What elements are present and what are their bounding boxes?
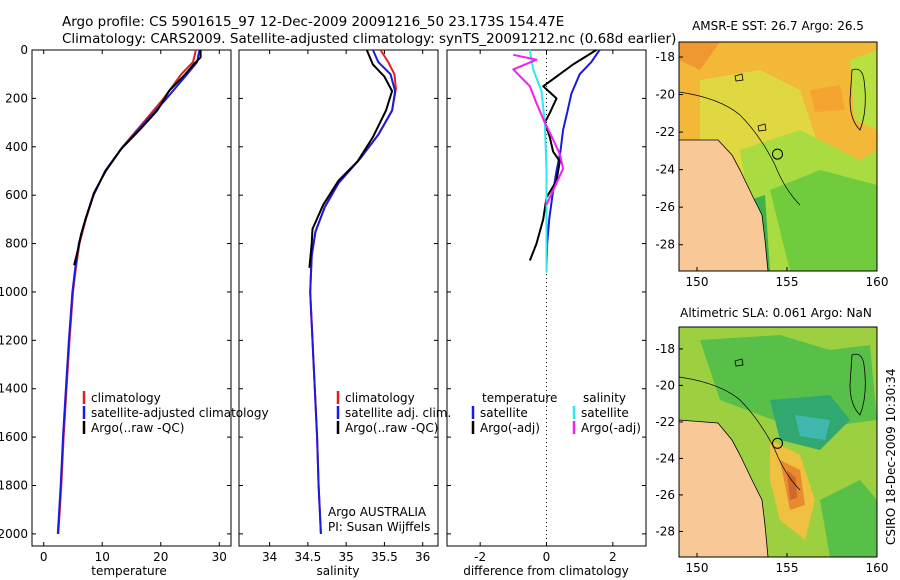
legend-label-satellite: satellite-adjusted climatology (91, 406, 269, 420)
ytick-label-1600: 1600 (0, 430, 28, 444)
series-temperature-argo-raw-qc- (73, 50, 202, 266)
legend-label-climatology: climatology (91, 391, 161, 405)
map-xtick-label-sst_map-150: 150 (686, 275, 709, 289)
difference-xlabel: difference from climatology (463, 564, 629, 578)
sla-map-ticks: 150 155 160 -18 -20 -22 -24 -26 -28 (655, 342, 888, 575)
salinity-legend: climatology satellite adj. clim. Argo(..… (328, 391, 451, 534)
xtick-label-salinity-34: 34 (262, 550, 277, 564)
figure-title-line1: Argo profile: CS 5901615_97 12-Dec-2009 … (62, 14, 564, 30)
salinity-panel-frame (238, 49, 439, 547)
side-timestamp: CSIRO 18-Dec-2009 10:30:34 (884, 368, 898, 545)
map-xtick-label-sst_map-155: 155 (776, 275, 799, 289)
map-xtick-label-sla_map-155: 155 (776, 561, 799, 575)
series-difference-salinity-argo-adj- (512, 53, 565, 206)
map-ytick-label-sst_map--26: -26 (655, 200, 675, 214)
salinity-xlabel: salinity (316, 564, 359, 578)
legend-heading-temperature: temperature (482, 391, 557, 405)
legend-label-sal-argo: Argo(-adj) (581, 421, 641, 435)
map-ytick-label-sst_map--22: -22 (655, 125, 675, 139)
ytick-label-1200: 1200 (0, 333, 28, 347)
map-ytick-label-sst_map--24: -24 (655, 163, 675, 177)
temperature-panel-frame (31, 49, 232, 547)
map-xtick-label-sst_map-160: 160 (866, 275, 889, 289)
xtick-label-temperature-20: 20 (153, 550, 168, 564)
sst-map-image (679, 42, 877, 271)
series-salinity-satellite-adj-clim- (309, 49, 397, 534)
difference-legend: temperature satellite Argo(-adj) salinit… (471, 391, 641, 435)
legend-label-argo: Argo(..raw -QC) (345, 421, 438, 435)
sst-map-ticks: 150 155 160 -18 -20 -22 -24 -26 -28 (655, 50, 888, 289)
xtick-label-salinity-34.5: 34.5 (295, 550, 322, 564)
sla-map-image (679, 327, 877, 557)
sla-argo-position-marker (772, 437, 783, 449)
xtick-label-salinity-35.5: 35.5 (371, 550, 398, 564)
argo-float-owner: Argo AUSTRALIA (328, 505, 427, 519)
map-ytick-label-sla_map--20: -20 (655, 378, 675, 392)
xtick-label-temperature-0: 0 (40, 550, 48, 564)
sst-map-title: AMSR-E SST: 26.7 Argo: 26.5 (692, 19, 864, 33)
series-difference-temperature-satellite (545, 49, 601, 268)
ytick-label-2000: 2000 (0, 527, 28, 541)
ytick-label-1800: 1800 (0, 479, 28, 493)
ytick-label-1000: 1000 (0, 285, 28, 299)
legend-label-temp-satellite: satellite (480, 406, 528, 420)
sla-map-frame (678, 326, 878, 558)
series-salinity-argo-raw-qc- (308, 49, 394, 268)
map-xtick-label-sla_map-150: 150 (686, 561, 709, 575)
map-ytick-label-sla_map--24: -24 (655, 451, 675, 465)
xtick-label-difference-2: 2 (609, 550, 617, 564)
xtick-label-difference-0: 0 (543, 550, 551, 564)
ytick-label-0: 0 (20, 43, 28, 57)
argo-float-pi: PI: Susan Wijffels (328, 520, 430, 534)
series-layer (56, 49, 601, 546)
map-ytick-label-sst_map--20: -20 (655, 88, 675, 102)
ytick-label-1400: 1400 (0, 382, 28, 396)
figure-title-line2: Climatology: CARS2009. Satellite-adjuste… (62, 31, 676, 47)
legend-label-temp-argo: Argo(-adj) (480, 421, 540, 435)
map-ytick-label-sla_map--28: -28 (655, 524, 675, 538)
legend-label-satellite: satellite adj. clim. (345, 406, 451, 420)
xtick-label-temperature-10: 10 (95, 550, 110, 564)
sla-map-title: Altimetric SLA: 0.061 Argo: NaN (680, 306, 872, 320)
xtick-label-temperature-30: 30 (212, 550, 227, 564)
map-ytick-label-sla_map--26: -26 (655, 488, 675, 502)
legend-heading-salinity: salinity (583, 391, 626, 405)
legend-label-argo: Argo(..raw -QC) (91, 421, 184, 435)
legend-label-sal-satellite: satellite (581, 406, 629, 420)
temperature-xlabel: temperature (91, 564, 166, 578)
ytick-label-400: 400 (5, 140, 28, 154)
xtick-label-salinity-35: 35 (339, 550, 354, 564)
map-ytick-label-sla_map--22: -22 (655, 415, 675, 429)
ytick-label-200: 200 (5, 91, 28, 105)
map-ytick-label-sla_map--18: -18 (655, 342, 675, 356)
map-ytick-label-sst_map--18: -18 (655, 50, 675, 64)
xtick-label-salinity-36: 36 (415, 550, 430, 564)
xtick-label-difference--2: -2 (474, 550, 486, 564)
sst-map-frame (678, 41, 878, 272)
map-xtick-label-sla_map-160: 160 (866, 561, 889, 575)
sst-argo-position-marker (772, 148, 783, 160)
ytick-label-600: 600 (5, 188, 28, 202)
series-difference-temperature-argo-adj- (528, 49, 597, 261)
legend-label-climatology: climatology (345, 391, 415, 405)
temperature-legend: climatology satellite-adjusted climatolo… (82, 391, 269, 435)
map-ytick-label-sst_map--28: -28 (655, 238, 675, 252)
ytick-label-800: 800 (5, 237, 28, 251)
